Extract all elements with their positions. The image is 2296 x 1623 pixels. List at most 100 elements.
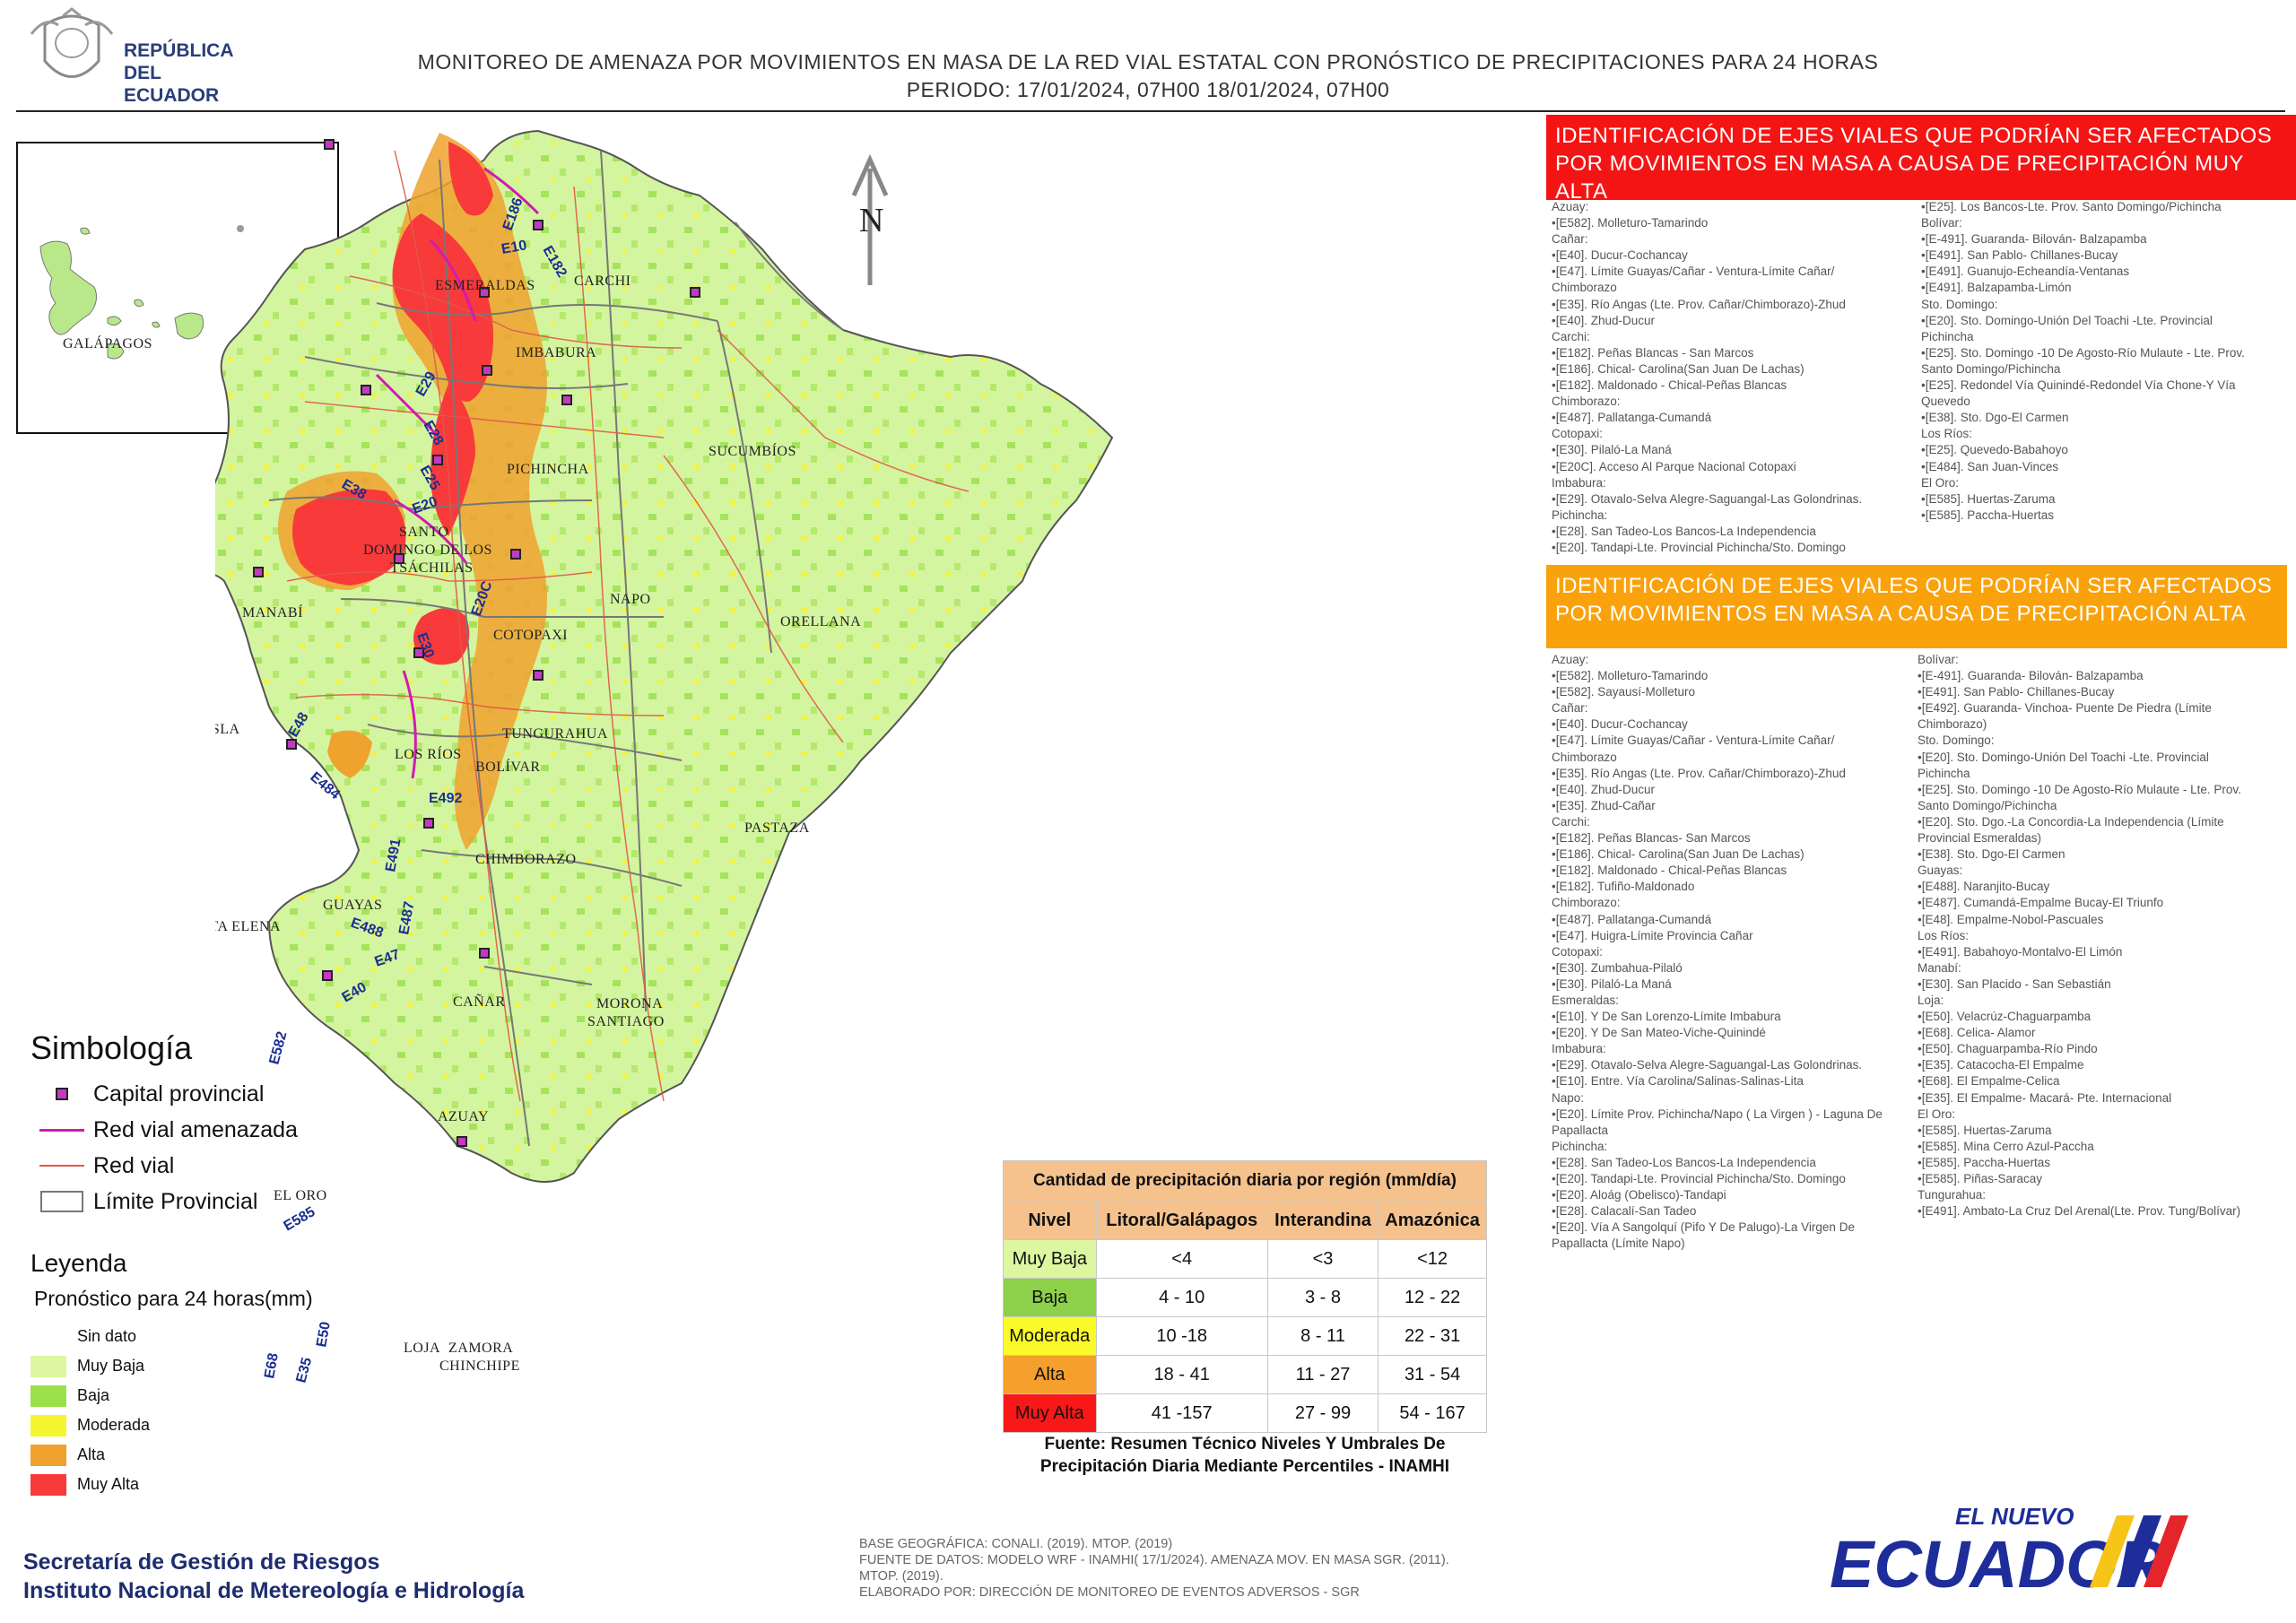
road-entry: •[E35]. Río Angas (Lte. Prov. Cañar/Chim…: [1552, 297, 1846, 311]
province-heading: Chimborazo: [1552, 281, 1617, 295]
province-label-loja: LOJA: [404, 1341, 440, 1356]
road-label-e50: E50: [314, 1321, 334, 1349]
coat-of-arms-icon: [30, 7, 114, 78]
province-heading: Imbabura:: [1552, 1042, 1606, 1056]
table-cell-interandina: 11 - 27: [1266, 1355, 1379, 1394]
table-cell-amazonica: 54 - 167: [1378, 1393, 1487, 1433]
title-period: PERIODO: 17/01/2024, 07H00 18/01/2024, 0…: [906, 78, 1390, 101]
road-entry: •[E585]. Paccha-Huertas: [1918, 1155, 2051, 1169]
road-entry: •[E182]. Peñas Blancas- San Marcos: [1552, 831, 1751, 846]
road-entry: •[E488]. Naranjito-Bucay: [1918, 880, 2050, 894]
legend-label: Sin dato: [77, 1327, 137, 1345]
province-heading: Carchi:: [1552, 329, 1590, 343]
table-row: Muy Baja <4 <3 <12: [1003, 1239, 1487, 1279]
province-heading: Guayas:: [1918, 864, 1963, 878]
province-heading: Santo Domingo/Pichincha: [1918, 798, 2057, 812]
road-entry: •[E29]. Otavalo-Selva Alegre-Saguangal-L…: [1552, 1058, 1863, 1072]
road-entry: •[E491]. Guanujo-Echeandía-Ventanas: [1921, 265, 2130, 279]
table-cell-litoral: 41 -157: [1095, 1393, 1268, 1433]
province-label-santo-domingo-2: DOMINGO DE LOS: [363, 542, 492, 558]
road-entry: •[E20]. Límite Prov. Pichincha/Napo ( La…: [1552, 1107, 1883, 1121]
province-label-santo-domingo-3: TSÁCHILAS: [390, 559, 474, 576]
province-heading: Los Ríos:: [1918, 928, 1970, 942]
province-heading: Quevedo: [1921, 395, 1970, 409]
province-label-bolivar: BOLÍVAR: [475, 758, 541, 775]
legend-items: Sin dato Muy Baja Baja Moderada Alta Muy Alta: [30, 1322, 407, 1499]
table-source: Fuente: Resumen Técnico Niveles Y Umbral…: [1039, 1435, 1450, 1476]
panel-muy-alta-col2: •[E25]. Los Bancos-Lte. Prov. Santo Domi…: [1921, 199, 2280, 524]
province-heading: Pichincha: [1921, 329, 1974, 343]
forecast-legend: Leyenda Pronóstico para 24 horas(mm) Sin…: [30, 1249, 407, 1499]
table-caption: Cantidad de precipitación diaria por reg…: [1003, 1160, 1487, 1202]
province-heading: Bolívar:: [1918, 653, 1959, 666]
symbology-item: Límite Provincial: [30, 1184, 407, 1219]
road-entry: •[E182]. Maldonado - Chical-Peñas Blanca…: [1552, 378, 1787, 393]
road-entry: •[E186]. Chical- Carolina(San Juan De La…: [1552, 361, 1805, 376]
symbology-title: Simbología: [30, 1029, 193, 1066]
province-label-morona-1: MORONA: [596, 996, 663, 1011]
table-header: Interandina: [1266, 1201, 1379, 1240]
legend-item: Alta: [30, 1440, 407, 1470]
road-entry: •[E25]. Los Bancos-Lte. Prov. Santo Domi…: [1921, 200, 2222, 213]
road-entry: •[E582]. Molleturo-Tamarindo: [1552, 216, 1709, 230]
government-logo: REPÚBLICA DEL ECUADOR: [27, 7, 260, 106]
table-row: Moderada 10 -18 8 - 11 22 - 31: [1003, 1316, 1487, 1356]
road-entry: •[E20]. Sto. Domingo-Unión Del Toachi -L…: [1918, 750, 2209, 764]
road-entry: •[E28]. San Tadeo-Los Bancos-La Independ…: [1552, 1155, 1816, 1169]
road-entry: •[E585]. Paccha-Huertas: [1921, 508, 2055, 522]
table-cell-amazonica: 22 - 31: [1378, 1316, 1487, 1356]
province-heading: Tungurahua:: [1918, 1188, 1987, 1202]
road-entry: •[E30]. Pilaló-La Maná: [1552, 443, 1672, 457]
road-entry: •[E585]. Piñas-Saracay: [1918, 1172, 2043, 1185]
road-label-e491: E491: [383, 838, 404, 873]
province-heading: Pichincha:: [1552, 508, 1608, 522]
province-label-morona-2: SANTIAGO: [587, 1014, 665, 1029]
province-heading: Esmeraldas:: [1552, 993, 1620, 1007]
road-entry: •[E35]. Río Angas (Lte. Prov. Cañar/Chim…: [1552, 766, 1846, 780]
province-label-santo-domingo-1: SANTO: [399, 525, 449, 540]
province-heading: Napo:: [1552, 1090, 1585, 1105]
road-entry: •[E40]. Ducur-Cochancay: [1552, 717, 1688, 732]
table-cell-level: Muy Alta: [1003, 1393, 1097, 1433]
province-heading: Azuay:: [1552, 653, 1589, 666]
table-cell-level: Alta: [1003, 1355, 1097, 1394]
table-cell-amazonica: 31 - 54: [1378, 1355, 1487, 1394]
road-entry: •[E40]. Ducur-Cochancay: [1552, 248, 1688, 263]
galapagos-label: GALÁPAGOS: [63, 334, 152, 352]
table-cell-level: Muy Baja: [1003, 1239, 1097, 1279]
legend-title: Leyenda: [30, 1249, 127, 1277]
province-label-chimborazo: CHIMBORAZO: [475, 852, 577, 867]
province-heading: Cañar:: [1552, 232, 1588, 247]
road-entry: •[E47]. Huigra-Límite Provincia Cañar: [1552, 928, 1753, 942]
table-cell-interandina: <3: [1266, 1239, 1379, 1279]
road-entry: •[E35]. Zhud-Cañar: [1552, 798, 1656, 812]
road-entry: •[E30]. Zumbahua-Pilaló: [1552, 960, 1683, 975]
panel-muy-alta-col1: Azuay: •[E582]. Molleturo-Tamarindo Cañar:…: [1552, 199, 1910, 556]
province-heading: Chimborazo): [1918, 717, 1987, 732]
table-cell-litoral: 10 -18: [1095, 1316, 1268, 1356]
province-label-pichincha: PICHINCHA: [507, 462, 589, 477]
threatened-roads: [375, 167, 540, 779]
legend-label: Muy Alta: [77, 1475, 140, 1493]
road-entry: •[E20]. Aloág (Obelisco)-Tandapi: [1552, 1188, 1726, 1202]
province-label-canar: CAÑAR: [453, 994, 506, 1010]
table-header: Amazónica: [1378, 1201, 1487, 1240]
road-entry: •[E38]. Sto. Dgo-El Carmen: [1921, 411, 2069, 425]
threatened-road-icon: [30, 1128, 93, 1132]
legend-label: Moderada: [77, 1416, 151, 1434]
road-entry: •[E491]. Babahoyo-Montalvo-El Limón: [1918, 944, 2123, 959]
el-nuevo-ecuador-logo: EL NUEVO ECUADOR: [1821, 1497, 2197, 1605]
road-entry: •[E487]. Pallatanga-Cumandá: [1552, 912, 1712, 926]
province-heading: Sto. Domingo:: [1918, 733, 1995, 748]
province-label-napo: NAPO: [610, 592, 651, 607]
road-entry: •[E487]. Cumandá-Empalme Bucay-El Triunf…: [1918, 896, 2164, 910]
province-heading: Sto. Domingo:: [1921, 297, 1998, 311]
road-entry: •[E25]. Quevedo-Babahoyo: [1921, 443, 2068, 457]
precipitation-table: Cantidad de precipitación diaria por reg…: [1003, 1160, 1487, 1433]
road-label-e35: E35: [293, 1356, 315, 1384]
province-heading: Cotopaxi:: [1552, 944, 1604, 959]
logo-text-line2: DEL ECUADOR: [124, 63, 220, 106]
road-entry: •[E491]. San Pablo- Chillanes-Bucay: [1918, 685, 2115, 699]
province-label-cotopaxi: COTOPAXI: [493, 628, 568, 643]
